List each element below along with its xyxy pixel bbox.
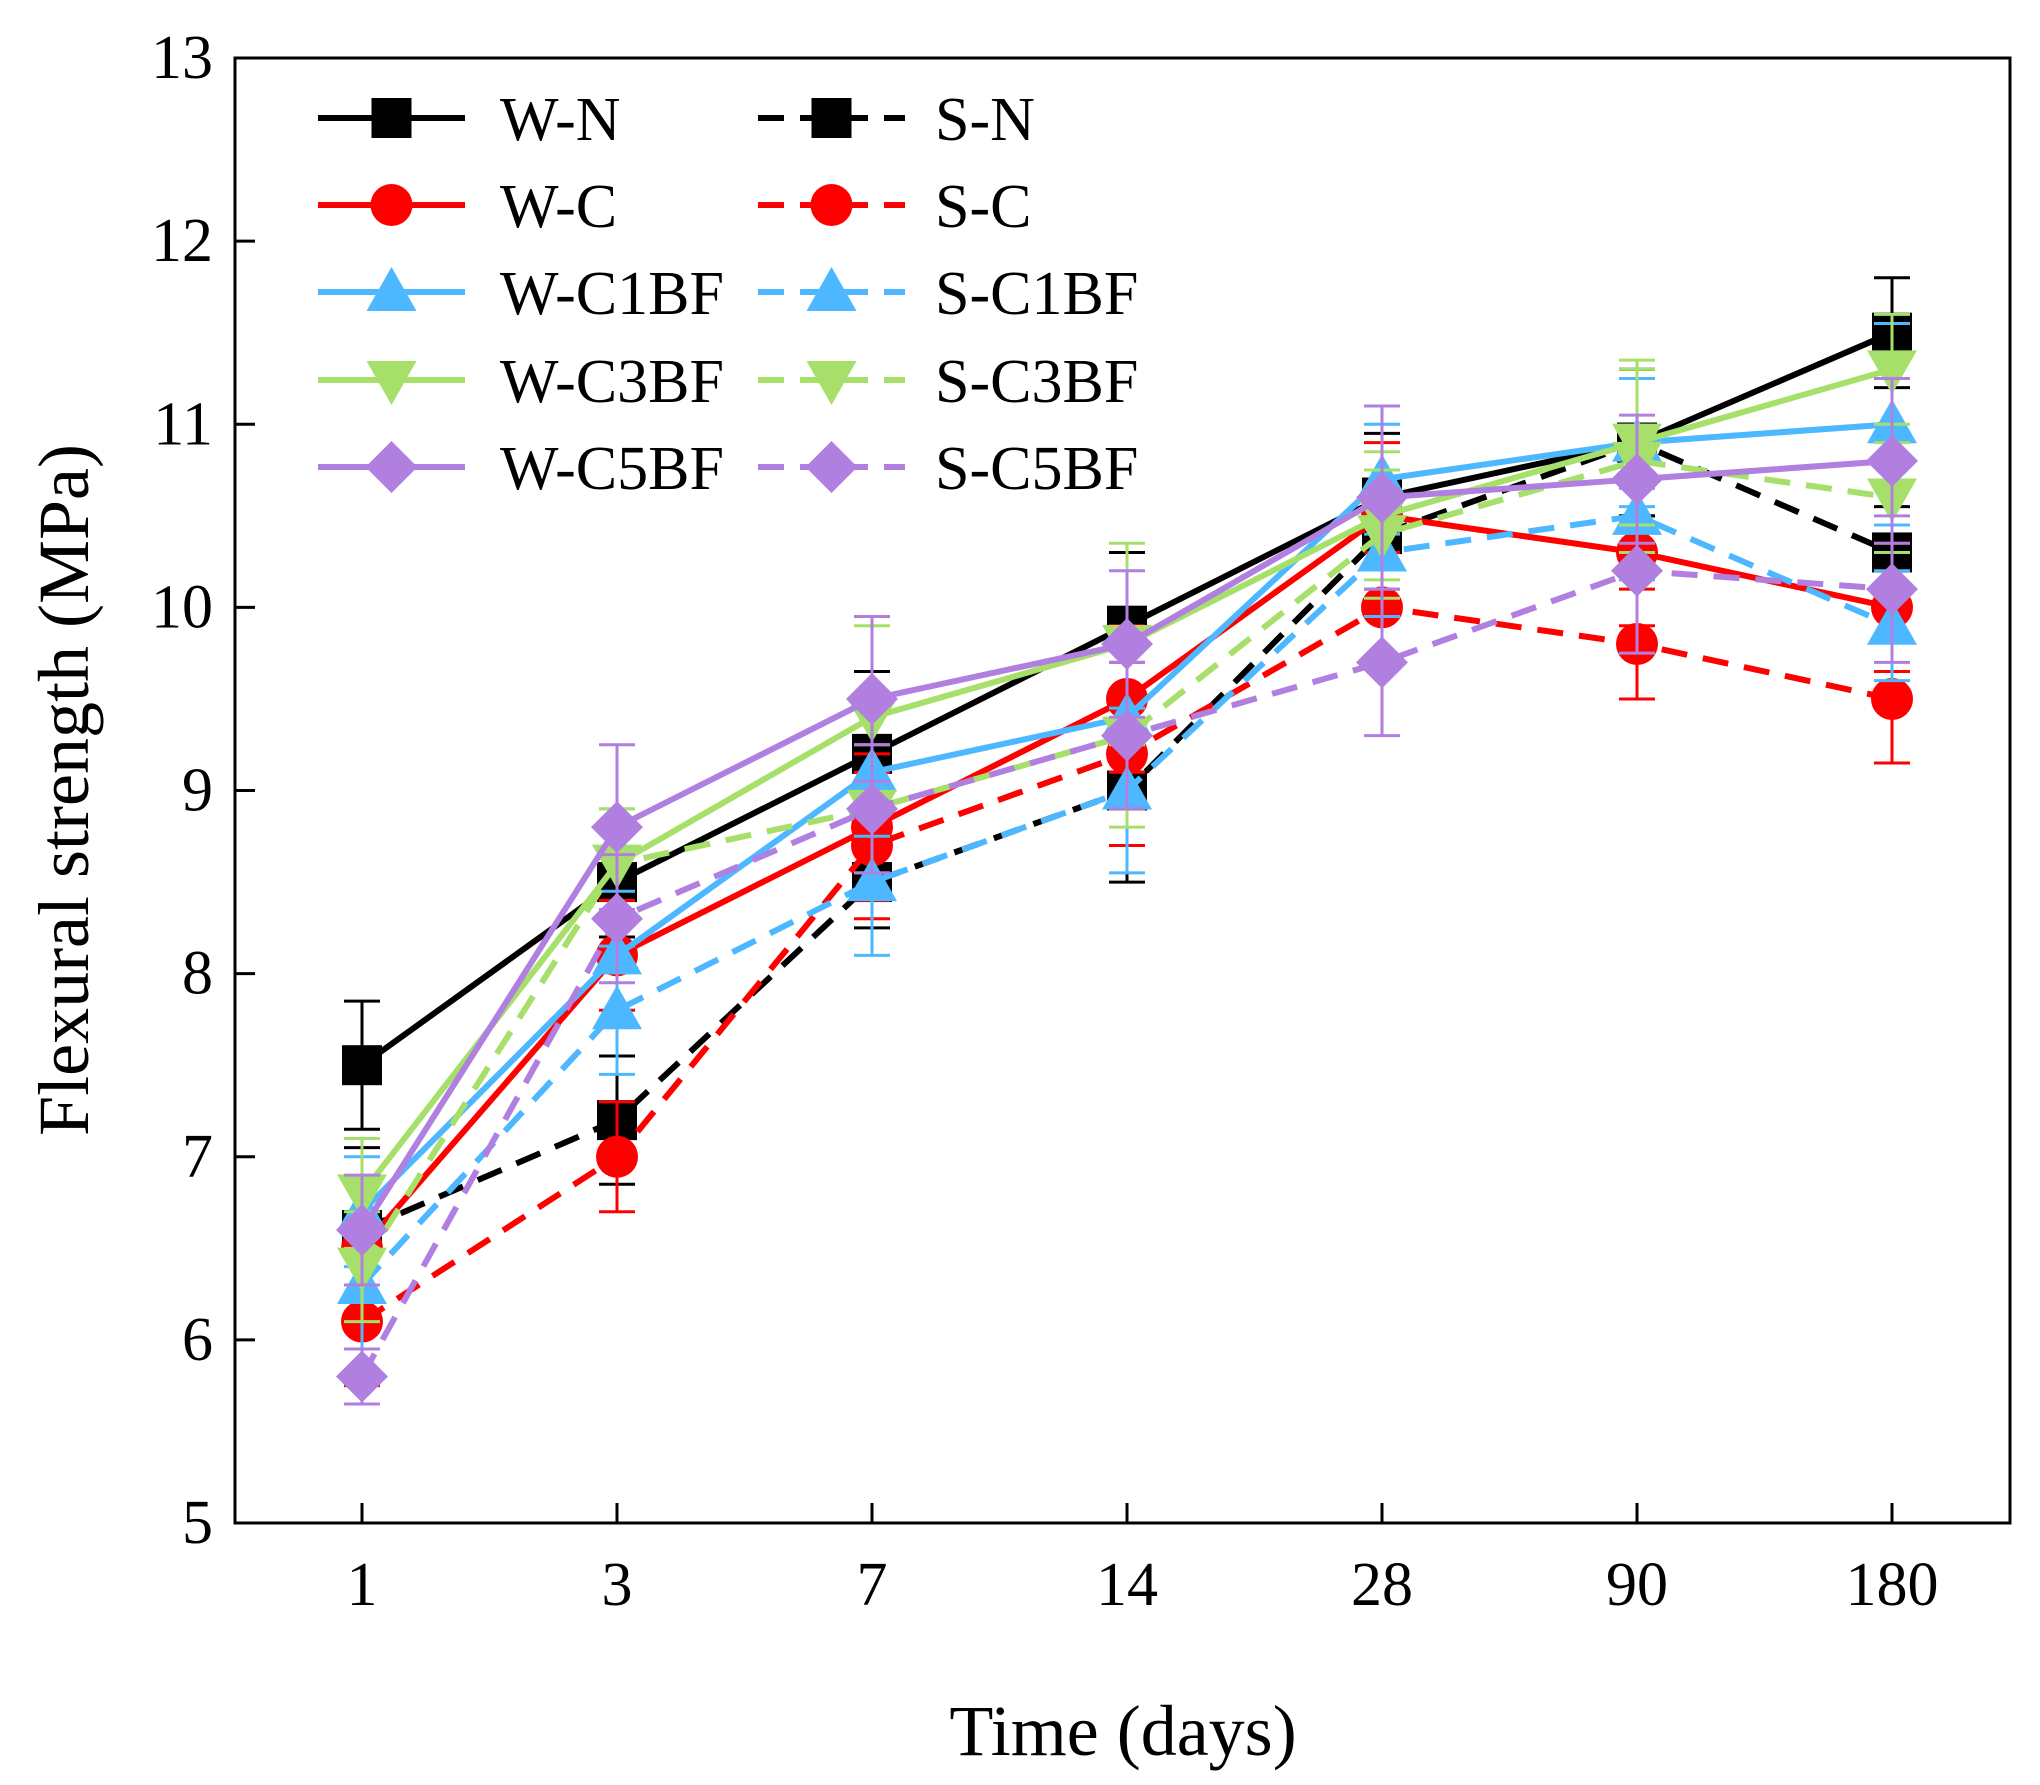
legend-label: S-C [935, 173, 1031, 241]
y-tick-label: 13 [151, 24, 213, 92]
x-axis-title: Time (days) [949, 1691, 1296, 1771]
x-tick-label: 180 [1846, 1551, 1939, 1619]
legend-item-w-c3bf: W-C3BF [318, 348, 724, 416]
legend-item-w-n: W-N [318, 86, 621, 154]
legend-item-s-c: S-C [758, 173, 1031, 241]
legend-marker [805, 441, 858, 493]
data-point [1101, 709, 1153, 762]
series-s-c5bf [336, 486, 1918, 1406]
legend-item-s-c1bf: S-C1BF [758, 260, 1138, 328]
y-tick-label: 6 [182, 1306, 213, 1374]
data-point [1867, 350, 1917, 395]
legend-marker [365, 441, 418, 493]
legend-label: S-C3BF [935, 348, 1138, 416]
legend-marker [370, 184, 413, 226]
x-tick-label: 1 [347, 1551, 378, 1619]
data-point [591, 892, 643, 945]
legend-item-w-c: W-C [318, 173, 617, 241]
y-tick-label: 5 [182, 1489, 213, 1557]
legend-label: W-C5BF [500, 435, 724, 503]
y-tick-label: 9 [182, 757, 213, 825]
data-point [1611, 544, 1663, 597]
data-point [596, 1135, 638, 1178]
legend-item-s-c5bf: S-C5BF [758, 435, 1138, 503]
x-tick-label: 14 [1096, 1551, 1158, 1619]
x-tick-label: 90 [1606, 1551, 1668, 1619]
x-tick-label: 7 [857, 1551, 888, 1619]
y-tick-label: 7 [182, 1123, 213, 1191]
data-point [846, 782, 898, 835]
data-point [592, 985, 642, 1030]
y-tick-label: 12 [151, 207, 213, 275]
y-axis-title: Flexural strength (MPa) [24, 444, 104, 1136]
x-tick-label: 3 [602, 1551, 633, 1619]
legend-label: W-C1BF [500, 260, 724, 328]
data-point [1356, 636, 1408, 689]
legend-marker [811, 98, 852, 138]
data-point [1871, 677, 1913, 720]
legend-item-w-c1bf: W-C1BF [318, 260, 724, 328]
legend-item-w-c5bf: W-C5BF [318, 435, 724, 503]
data-point [1611, 453, 1663, 506]
legend-label: S-N [935, 86, 1035, 154]
legend: W-N S-N W-C S-C W-C1BF S-C1BF W-C3BF S-C3BF W-C5… [318, 86, 1138, 503]
data-point [591, 801, 643, 854]
data-point [1101, 618, 1153, 670]
series-layer [336, 276, 1918, 1406]
legend-marker [371, 98, 412, 138]
legend-label: W-C3BF [500, 348, 724, 416]
legend-marker [366, 361, 417, 405]
data-point [336, 1204, 388, 1256]
legend-marker [806, 267, 857, 311]
legend-marker [806, 361, 857, 405]
legend-marker [366, 267, 417, 311]
legend-label: S-C1BF [935, 260, 1138, 328]
data-point [1356, 471, 1408, 524]
legend-label: W-N [500, 86, 621, 154]
data-point [1866, 434, 1918, 487]
legend-marker [810, 184, 853, 226]
y-tick-label: 11 [153, 390, 213, 458]
legend-label: S-C5BF [935, 435, 1138, 503]
data-point [1866, 563, 1918, 616]
data-point [847, 857, 897, 902]
y-tick-label: 10 [151, 573, 213, 641]
data-point [846, 672, 898, 725]
y-tick-label: 8 [182, 940, 213, 1008]
data-point [336, 1350, 388, 1403]
legend-item-s-c3bf: S-C3BF [758, 348, 1138, 416]
data-point [342, 1045, 382, 1086]
legend-item-s-n: S-N [758, 86, 1035, 154]
x-tick-label: 28 [1351, 1551, 1413, 1619]
legend-label: W-C [500, 173, 617, 241]
